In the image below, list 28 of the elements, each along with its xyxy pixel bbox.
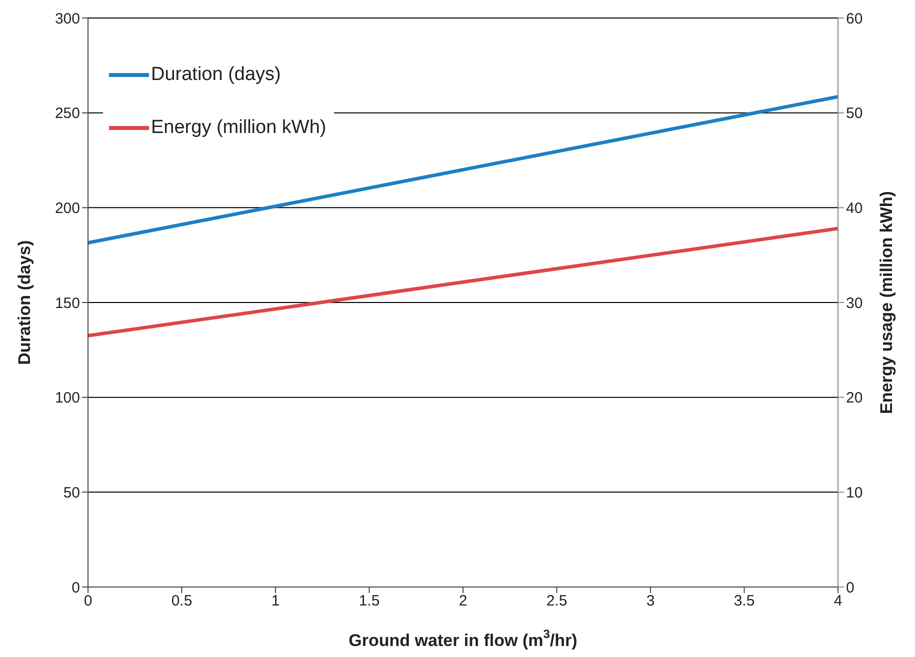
x-tick-label: 1.5 (358, 592, 380, 610)
legend-label: Duration (days) (151, 64, 281, 86)
x-tick-label: 0.5 (171, 592, 192, 610)
x-tick-label: 3 (646, 592, 655, 610)
y2-tick-label: 60 (846, 10, 863, 28)
y-tick-label: 300 (54, 10, 80, 28)
x-axis-title: Ground water in flow (m$^{3}$/hr) (348, 627, 578, 650)
y2-tick-label: 50 (846, 105, 863, 122)
y-tick-label: 200 (54, 200, 80, 217)
y-tick-label: 50 (63, 484, 80, 502)
x-tick-label: 0 (84, 592, 92, 610)
y2-tick-label: 0 (846, 579, 854, 596)
y2-tick-label: 10 (846, 484, 863, 502)
y2-tick-label: 40 (846, 200, 863, 217)
y2-axis-title: Energy usage (million kWh) (877, 191, 896, 414)
x-tick-label: 3.5 (734, 592, 755, 610)
x-tick-label: 4 (834, 592, 842, 610)
y2-tick-label: 30 (846, 294, 863, 312)
x-tick-label: 2 (458, 592, 468, 610)
x-tick-label: 1 (271, 592, 280, 610)
legend-label: Energy (million kWh) (151, 116, 326, 138)
y-tick-label: 0 (72, 579, 80, 596)
y-tick-label: 100 (54, 390, 80, 407)
y-axis-title: Duration (days) (15, 240, 34, 365)
x-tick-label: 2.5 (546, 592, 568, 610)
y-tick-label: 150 (54, 294, 80, 312)
y-tick-label: 250 (54, 105, 80, 122)
y2-tick-label: 20 (846, 390, 863, 407)
